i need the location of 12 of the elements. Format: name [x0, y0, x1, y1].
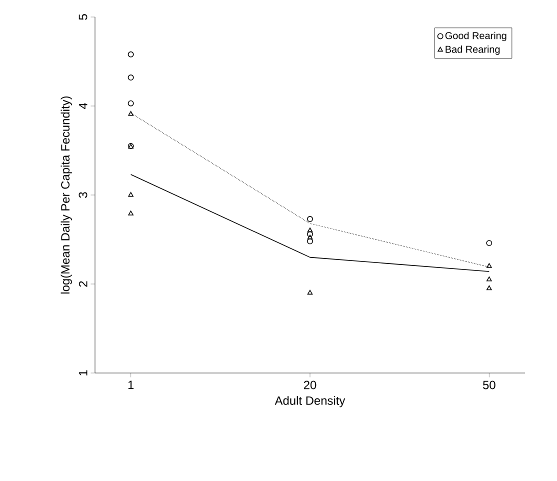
legend-label: Bad Rearing	[446, 46, 500, 55]
y-tick-label: 4	[79, 103, 88, 110]
y-tick-label: 2	[78, 281, 88, 287]
y-tick-label: 3	[78, 192, 88, 198]
x-tick-label: 1	[128, 380, 134, 389]
x-axis-title: Adult Density	[274, 396, 346, 408]
x-tick-label: 20	[304, 380, 316, 390]
y-axis-title: log(Mean Daily Per Capita Fecundity)	[60, 96, 72, 294]
x-tick-label: 50	[483, 380, 496, 390]
legend-label: Good Rearing	[445, 32, 506, 42]
y-tick-label: 1	[79, 370, 88, 376]
y-tick-label: 5	[78, 14, 88, 20]
